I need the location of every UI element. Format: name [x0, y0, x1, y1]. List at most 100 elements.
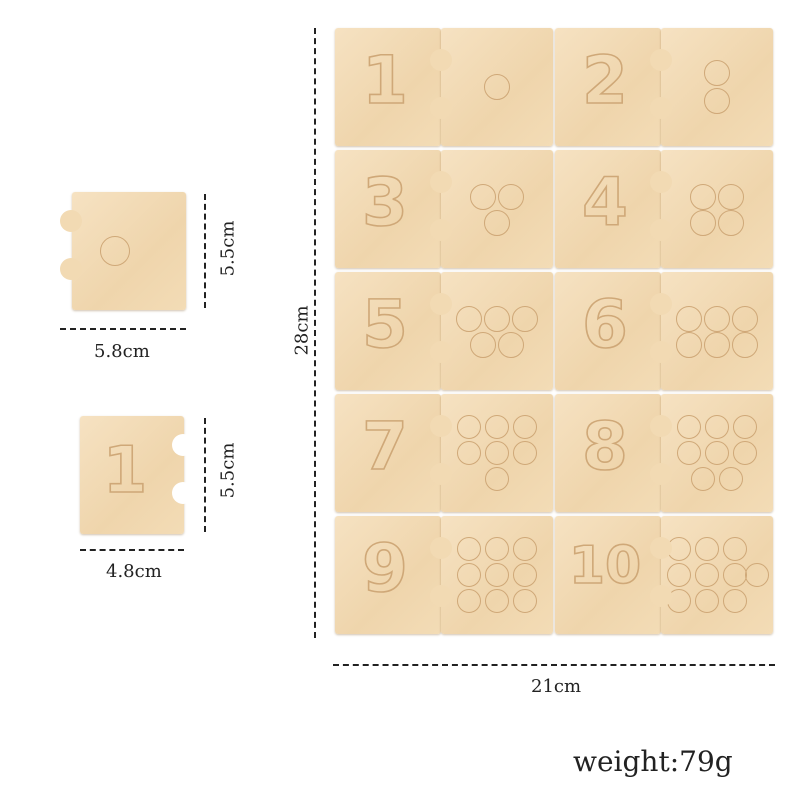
dimension-line [204, 194, 206, 308]
dot [676, 306, 702, 332]
dot [457, 441, 481, 465]
number-piece: 8 [555, 394, 661, 512]
dot [484, 210, 510, 236]
dot [733, 441, 757, 465]
piece-notch [172, 434, 194, 456]
dot [456, 306, 482, 332]
dot [723, 589, 747, 613]
dot-piece [661, 28, 773, 146]
piece-knob [650, 585, 672, 607]
dot [690, 184, 716, 210]
number-piece: 9 [335, 516, 441, 634]
dimension-line [204, 418, 206, 532]
sample-number-height-label: 5.5cm [217, 442, 239, 499]
piece-knob [650, 219, 672, 241]
dot [470, 184, 496, 210]
engraved-number: 1 [102, 433, 148, 509]
dot [485, 589, 509, 613]
piece-knob [430, 463, 452, 485]
number-piece: 1 [335, 28, 441, 146]
piece-knob [650, 293, 672, 315]
dot-piece [441, 150, 553, 268]
dot [484, 74, 510, 100]
engraved-number: 6 [581, 285, 629, 364]
piece-knob [430, 341, 452, 363]
dot-piece [441, 272, 553, 390]
number-piece: 3 [335, 150, 441, 268]
dot-piece [661, 516, 773, 634]
piece-knob [60, 258, 82, 280]
dot [470, 332, 496, 358]
dot [723, 537, 747, 561]
dot [695, 537, 719, 561]
dot [513, 563, 537, 587]
dot [457, 537, 481, 561]
dot [667, 563, 691, 587]
dot [677, 415, 701, 439]
piece-knob [650, 341, 672, 363]
board-height-label: 28cm [291, 305, 313, 356]
dot [677, 441, 701, 465]
number-piece: 10 [555, 516, 661, 634]
weight-label: weight:79g [573, 745, 733, 778]
dot [457, 589, 481, 613]
dot [676, 332, 702, 358]
dot [100, 236, 130, 266]
dot [457, 415, 481, 439]
piece-knob [430, 537, 452, 559]
number-piece: 4 [555, 150, 661, 268]
sample-dot-piece [72, 192, 186, 310]
piece-knob [60, 210, 82, 232]
dot-piece [441, 394, 553, 512]
dot [513, 441, 537, 465]
dot [498, 184, 524, 210]
engraved-number: 4 [581, 163, 629, 242]
piece-knob [650, 49, 672, 71]
dot-piece [661, 272, 773, 390]
piece-knob [430, 293, 452, 315]
dot [695, 563, 719, 587]
dimension-line [80, 549, 184, 551]
sample-number-width-label: 4.8cm [106, 561, 162, 582]
engraved-number: 3 [361, 163, 409, 242]
sample-dot-width-label: 5.8cm [94, 341, 150, 362]
dot [733, 415, 757, 439]
engraved-number: 8 [581, 407, 629, 486]
number-piece: 7 [335, 394, 441, 512]
dot [745, 563, 769, 587]
sample-dot-height-label: 5.5cm [217, 220, 239, 277]
piece-knob [430, 49, 452, 71]
dot [719, 467, 743, 491]
number-piece: 6 [555, 272, 661, 390]
dot-piece [441, 516, 553, 634]
dot [723, 563, 747, 587]
piece-knob [430, 585, 452, 607]
dot [704, 332, 730, 358]
engraved-number: 1 [361, 41, 409, 120]
number-piece: 2 [555, 28, 661, 146]
sample-number-piece: 1 [80, 416, 184, 534]
dot [704, 88, 730, 114]
number-piece: 5 [335, 272, 441, 390]
board-height-line [314, 28, 316, 638]
piece-knob [650, 537, 672, 559]
dot [485, 537, 509, 561]
dot [484, 306, 510, 332]
board-width-label: 21cm [531, 676, 582, 697]
dot-piece [441, 28, 553, 146]
dot [485, 467, 509, 491]
piece-knob [650, 463, 672, 485]
dot [513, 415, 537, 439]
dot [718, 184, 744, 210]
dot [705, 441, 729, 465]
dot [512, 306, 538, 332]
dot [704, 60, 730, 86]
piece-notch [172, 482, 194, 504]
dot [732, 332, 758, 358]
engraved-number: 2 [581, 41, 629, 120]
dot [485, 563, 509, 587]
dot [485, 415, 509, 439]
dot [690, 210, 716, 236]
engraved-number: 5 [361, 285, 409, 364]
dot [513, 537, 537, 561]
